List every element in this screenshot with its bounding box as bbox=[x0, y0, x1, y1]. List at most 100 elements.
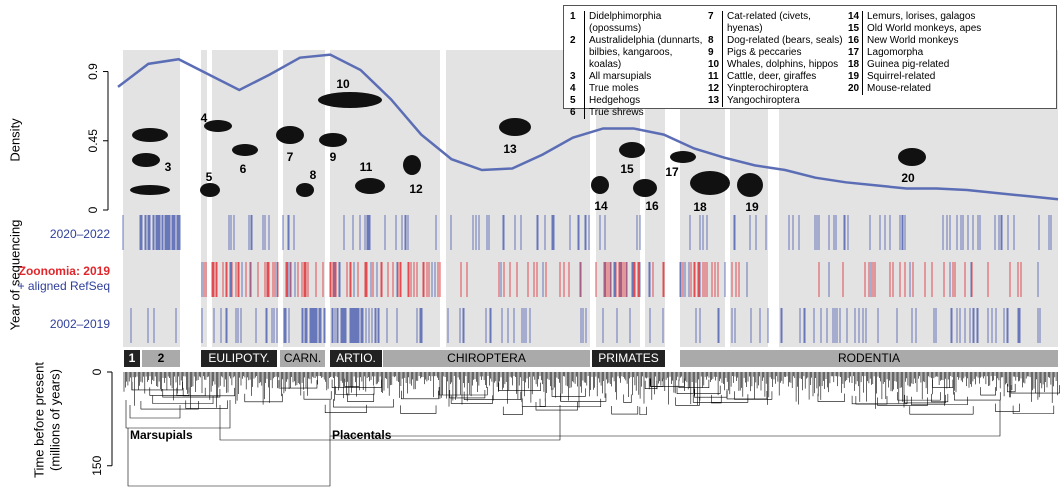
y-tick-label: 0.9 bbox=[86, 63, 100, 80]
clade-block bbox=[680, 350, 1058, 367]
legend-entry: 2 Australidelphia (dunnarts, bilbies, kan… bbox=[570, 35, 707, 71]
tree-branch bbox=[400, 405, 437, 414]
legend-entry: 3 All marsupials bbox=[570, 71, 707, 83]
tree-branch bbox=[149, 387, 190, 396]
legend-number: 13 bbox=[708, 95, 720, 106]
tree-branch bbox=[219, 405, 561, 441]
tree-branch bbox=[711, 394, 722, 404]
legend-name: Yinpterochiroptera bbox=[722, 83, 845, 95]
silhouette bbox=[737, 173, 763, 197]
legend-name: Old World monkeys, apes bbox=[862, 23, 985, 35]
legend-name: Mouse-related bbox=[862, 83, 985, 95]
silhouette bbox=[132, 128, 168, 142]
tree-branch bbox=[521, 398, 546, 407]
legend-entry: 14 Lemurs, lorises, galagos bbox=[848, 11, 985, 23]
legend-entry: 11 Cattle, deer, giraffes bbox=[708, 71, 845, 83]
legend-column: 1 Didelphimorphia (opossums) 2 Australidelp… bbox=[570, 11, 707, 119]
legend-number: 10 bbox=[708, 59, 720, 70]
silhouette-number: 7 bbox=[287, 150, 294, 164]
y-tick-label: 0 bbox=[86, 206, 100, 213]
legend-entry: 8 Dog-related (bears, seals) bbox=[708, 35, 845, 47]
silhouette bbox=[204, 120, 232, 132]
legend-number: 1 bbox=[570, 11, 576, 22]
tree-branch bbox=[954, 392, 1001, 401]
legend-number: 20 bbox=[848, 83, 860, 94]
tree-branch bbox=[911, 396, 968, 406]
legend-entry: 13 Yangochiroptera bbox=[708, 95, 845, 107]
tree-label: Placentals bbox=[332, 428, 392, 442]
silhouette bbox=[132, 153, 160, 167]
legend-name: Cattle, deer, giraffes bbox=[722, 71, 845, 83]
silhouette-number: 20 bbox=[901, 171, 915, 185]
tree-branch bbox=[644, 380, 658, 389]
silhouette-number: 18 bbox=[693, 200, 707, 214]
tree bbox=[123, 372, 1060, 487]
clade-label: EULIPOTY. bbox=[208, 351, 269, 365]
legend-number: 7 bbox=[708, 11, 714, 22]
legend: 1 Didelphimorphia (opossums) 2 Australidelp… bbox=[563, 5, 1057, 119]
rug-row-label: 2002–2019 bbox=[50, 317, 110, 331]
rug-row-label: Zoonomia: 2019 bbox=[19, 264, 111, 278]
silhouette-number: 13 bbox=[503, 142, 517, 156]
legend-entry: 9 Pigs & peccaries bbox=[708, 47, 845, 59]
tree-branch bbox=[817, 393, 845, 402]
tree-branch bbox=[692, 394, 749, 403]
clade-label: 1 bbox=[129, 351, 136, 365]
legend-number: 19 bbox=[848, 71, 860, 82]
tree-branch bbox=[678, 379, 710, 388]
legend-number: 6 bbox=[570, 107, 576, 118]
silhouette bbox=[355, 178, 385, 194]
tree-branch bbox=[909, 406, 974, 415]
tree-branch bbox=[675, 397, 700, 406]
clade-band bbox=[212, 50, 278, 347]
silhouette-number: 9 bbox=[330, 150, 337, 164]
clade-band bbox=[123, 50, 180, 347]
tree-branch bbox=[449, 389, 486, 399]
tree-branch bbox=[125, 400, 231, 429]
legend-number: 2 bbox=[570, 35, 576, 46]
legend-name: Hedgehogs bbox=[584, 95, 707, 107]
tree-branch bbox=[176, 387, 206, 397]
silhouette-number: 15 bbox=[620, 162, 634, 176]
silhouette bbox=[690, 171, 730, 195]
tree-branch bbox=[995, 403, 1020, 412]
silhouette-number: 10 bbox=[336, 77, 350, 91]
silhouette-number: 17 bbox=[665, 165, 679, 179]
legend-entry: 16 New World monkeys bbox=[848, 35, 985, 47]
density-line bbox=[117, 53, 1059, 201]
tree-label: Time before present bbox=[31, 362, 46, 478]
silhouette bbox=[319, 133, 347, 147]
silhouette bbox=[200, 183, 220, 197]
tree-branch bbox=[162, 389, 221, 398]
rug-label: Year of sequencing bbox=[7, 220, 22, 331]
tree-branch bbox=[131, 381, 183, 391]
clade-label: PRIMATES bbox=[598, 351, 658, 365]
tree-branch bbox=[694, 389, 728, 398]
tree-branch bbox=[498, 382, 541, 391]
legend-name: Australidelphia (dunnarts, bilbies, kang… bbox=[584, 35, 707, 71]
legend-entry: 1 Didelphimorphia (opossums) bbox=[570, 11, 707, 35]
legend-name: Squirrel-related bbox=[862, 71, 985, 83]
legend-column: 7 Cat-related (civets, hyenas) 8 Dog-relate… bbox=[708, 11, 845, 107]
silhouette bbox=[619, 142, 645, 158]
legend-entry: 15 Old World monkeys, apes bbox=[848, 23, 985, 35]
silhouette-number: 19 bbox=[745, 200, 759, 214]
clade-block bbox=[124, 350, 140, 367]
legend-name: True shrews bbox=[584, 107, 707, 119]
legend-name: True moles bbox=[584, 83, 707, 95]
silhouette bbox=[130, 185, 170, 195]
tree-branch bbox=[551, 388, 586, 397]
tree-branch bbox=[535, 402, 578, 411]
legend-number: 9 bbox=[708, 47, 714, 58]
legend-name: All marsupials bbox=[584, 71, 707, 83]
silhouette-number: 6 bbox=[240, 162, 247, 176]
tree-branch bbox=[347, 393, 375, 402]
tree-branch bbox=[734, 391, 773, 400]
legend-number: 11 bbox=[708, 71, 719, 82]
tree-branch bbox=[676, 385, 721, 394]
clade-block bbox=[592, 350, 665, 367]
silhouette bbox=[670, 151, 696, 163]
silhouette-number: 14 bbox=[594, 199, 608, 213]
clade-label: CHIROPTERA bbox=[447, 351, 526, 365]
